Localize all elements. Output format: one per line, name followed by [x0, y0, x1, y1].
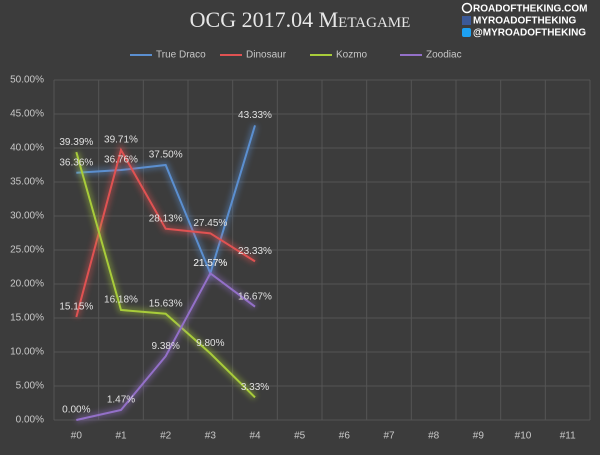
watermark-site: ROADOFTHEKING.COM — [473, 4, 587, 15]
chart-title: OCG 2017.04 Metagame — [190, 7, 411, 32]
x-tick-label: #10 — [515, 431, 532, 442]
legend-label: Dinosaur — [246, 50, 287, 61]
data-label: 27.45% — [193, 218, 227, 229]
data-label: 39.39% — [59, 137, 93, 148]
data-label: 21.57% — [193, 258, 227, 269]
y-tick-label: 10.00% — [10, 347, 44, 358]
data-label: 15.63% — [149, 298, 183, 309]
series-line — [75, 147, 256, 318]
y-tick-label: 35.00% — [10, 177, 44, 188]
data-label: 3.33% — [241, 382, 269, 393]
data-label: 16.67% — [238, 291, 272, 302]
y-tick-label: 45.00% — [10, 109, 44, 120]
data-label: 39.71% — [104, 135, 138, 146]
y-tick-label: 0.00% — [16, 415, 44, 426]
data-label: 36.36% — [59, 157, 93, 168]
series-line — [76, 125, 256, 277]
series-line — [75, 151, 256, 399]
y-tick-label: 30.00% — [10, 211, 44, 222]
y-tick-label: 50.00% — [10, 75, 44, 86]
y-tick-label: 20.00% — [10, 279, 44, 290]
data-label: 15.15% — [59, 302, 93, 313]
x-tick-label: #2 — [160, 431, 172, 442]
facebook-icon — [462, 16, 471, 25]
data-label: 37.50% — [149, 150, 183, 161]
data-label: 23.33% — [238, 246, 272, 257]
data-label: 36.76% — [104, 155, 138, 166]
legend-label: True Draco — [156, 50, 206, 61]
logo-icon — [461, 2, 473, 14]
x-tick-label: #8 — [428, 431, 440, 442]
x-tick-label: #1 — [115, 431, 127, 442]
data-label: 0.00% — [62, 405, 90, 416]
x-tick-label: #9 — [473, 431, 485, 442]
x-tick-label: #0 — [71, 431, 83, 442]
x-tick-label: #11 — [560, 431, 576, 442]
series-line — [76, 271, 256, 421]
legend-label: Zoodiac — [426, 50, 462, 61]
data-label: 28.13% — [149, 213, 183, 224]
y-tick-label: 5.00% — [16, 381, 44, 392]
twitter-icon — [462, 28, 471, 37]
x-tick-label: #5 — [294, 431, 306, 442]
x-tick-label: #6 — [339, 431, 351, 442]
y-tick-label: 15.00% — [10, 313, 44, 324]
data-label: 1.47% — [107, 395, 135, 406]
watermark-facebook: MYROADOFTHEKING — [473, 16, 577, 27]
data-label: 21.57% — [193, 258, 227, 269]
legend-label: Kozmo — [336, 50, 368, 61]
data-label: 9.38% — [151, 341, 179, 352]
x-tick-label: #7 — [383, 431, 395, 442]
watermark-twitter: @MYROADOFTHEKING — [473, 28, 586, 39]
y-tick-label: 25.00% — [10, 245, 44, 256]
data-label: 9.80% — [196, 338, 224, 349]
watermark: ROADOFTHEKING.COM MYROADOFTHEKING @MYROA… — [461, 2, 587, 39]
data-label: 43.33% — [238, 110, 272, 121]
series-glow — [73, 142, 257, 318]
y-tick-label: 40.00% — [10, 143, 44, 154]
data-label: 16.18% — [104, 295, 138, 306]
x-tick-label: #4 — [249, 431, 261, 442]
x-tick-label: #3 — [205, 431, 217, 442]
